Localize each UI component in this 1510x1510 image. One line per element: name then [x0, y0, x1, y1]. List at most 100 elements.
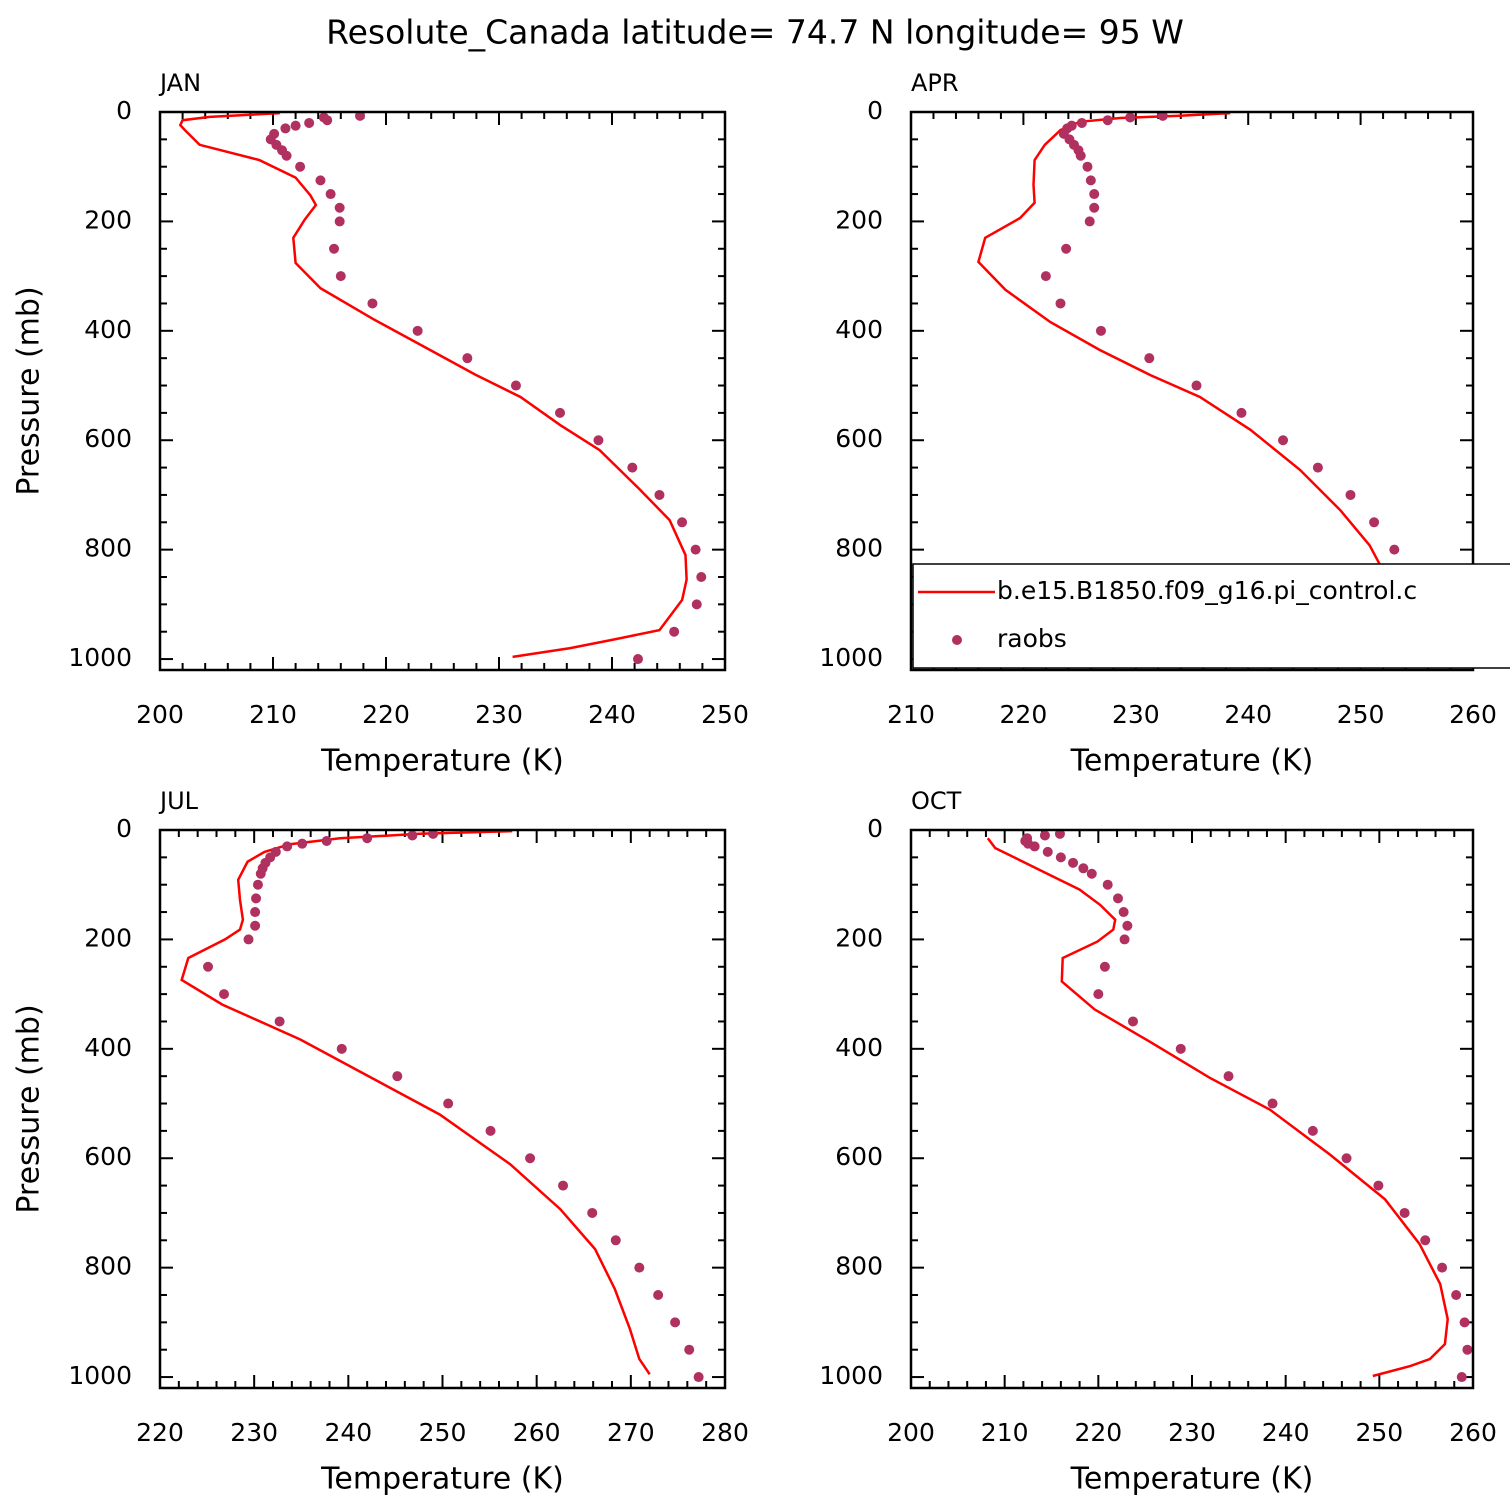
obs-dot — [632, 654, 643, 665]
obs-dot — [1061, 243, 1072, 254]
obs-dot — [304, 117, 315, 128]
obs-dot — [1157, 110, 1168, 121]
legend-label: b.e15.B1850.f09_g16.pi_control.c — [997, 576, 1417, 605]
obs-dot — [1127, 1016, 1138, 1027]
x-tick-label: 230 — [230, 1418, 278, 1447]
obs-dot — [1389, 544, 1400, 555]
x-axis-label: Temperature (K) — [1070, 1462, 1314, 1497]
obs-dot — [525, 1153, 536, 1164]
obs-dot — [290, 120, 301, 131]
x-tick-label: 240 — [324, 1418, 372, 1447]
y-tick-label: 0 — [867, 814, 883, 843]
obs-dot — [1462, 1344, 1473, 1355]
obs-dot — [329, 243, 340, 254]
x-tick-label: 230 — [475, 700, 523, 729]
x-tick-label: 210 — [981, 1418, 1029, 1447]
x-tick-label: 250 — [701, 700, 749, 729]
obs-dot — [325, 189, 336, 200]
obs-dot — [443, 1098, 454, 1109]
obs-dot — [412, 325, 423, 336]
x-tick-label: 230 — [1168, 1418, 1216, 1447]
x-tick-label: 230 — [1112, 700, 1160, 729]
x-tick-label: 210 — [249, 700, 297, 729]
y-axis-label: Pressure (mb) — [12, 1004, 47, 1213]
plot-frame — [909, 828, 1475, 1390]
obs-dot — [555, 407, 566, 418]
y-tick-label: 400 — [84, 315, 132, 344]
y-tick-label: 0 — [867, 96, 883, 125]
obs-dot — [282, 841, 293, 852]
y-tick-label: 200 — [835, 205, 883, 234]
x-axis-label: Temperature (K) — [320, 1462, 564, 1497]
panel-title: APR — [911, 69, 959, 97]
obs-dot — [219, 989, 230, 1000]
obs-dot — [510, 380, 521, 391]
x-tick-label: 220 — [1000, 700, 1048, 729]
obs-dot — [1399, 1207, 1410, 1218]
y-tick-label: 200 — [835, 923, 883, 952]
obs-dot — [322, 115, 333, 126]
obs-dot — [336, 1043, 347, 1054]
plot-frame — [158, 110, 727, 672]
obs-dot — [684, 1344, 695, 1355]
obs-dot — [1078, 863, 1089, 874]
y-tick-label: 800 — [84, 534, 132, 563]
obs-dot — [1341, 1153, 1352, 1164]
obs-dot — [1054, 828, 1065, 839]
obs-dot — [321, 835, 332, 846]
obs-dot — [1307, 1125, 1318, 1136]
obs-dot — [1085, 175, 1096, 186]
obs-dot — [485, 1125, 496, 1136]
x-tick-label: 270 — [607, 1418, 655, 1447]
obs-dot — [670, 1317, 681, 1328]
x-tick-label: 240 — [1224, 700, 1272, 729]
panel-title: OCT — [911, 787, 962, 815]
obs-dot — [1039, 830, 1050, 841]
obs-dot — [203, 961, 214, 972]
x-tick-label: 220 — [362, 700, 410, 729]
obs-dot — [593, 435, 604, 446]
obs-dot — [280, 123, 291, 134]
x-tick-label: 210 — [887, 700, 935, 729]
x-tick-label: 220 — [1074, 1418, 1122, 1447]
panel-title: JAN — [158, 69, 201, 97]
obs-dot — [392, 1071, 403, 1082]
plot-frame — [158, 828, 727, 1390]
y-tick-label: 600 — [835, 1142, 883, 1171]
x-axis-label: Temperature (K) — [320, 744, 564, 779]
obs-dot — [335, 271, 346, 282]
obs-dot — [1420, 1235, 1431, 1246]
plot-frame — [909, 110, 1475, 672]
obs-dot — [1102, 879, 1113, 890]
y-tick-label: 800 — [835, 534, 883, 563]
y-tick-label: 600 — [84, 1142, 132, 1171]
obs-dot — [1084, 216, 1095, 227]
obs-dot — [1093, 989, 1104, 1000]
obs-dot — [1191, 380, 1202, 391]
obs-dot — [690, 544, 701, 555]
y-tick-label: 400 — [84, 1033, 132, 1062]
model-line — [178, 112, 688, 659]
obs-dot — [1125, 112, 1136, 123]
obs-dot — [407, 830, 418, 841]
obs-dot — [1144, 353, 1155, 364]
obs-dot — [1456, 1372, 1467, 1383]
obs-dot — [1029, 841, 1040, 852]
y-tick-label: 600 — [835, 424, 883, 453]
obs-dot — [1042, 846, 1053, 857]
obs-dot — [250, 920, 261, 931]
obs-dot — [696, 572, 707, 582]
x-axis-label: Temperature (K) — [1070, 744, 1314, 779]
obs-dot — [1113, 893, 1124, 904]
y-tick-label: 1000 — [68, 643, 132, 672]
obs-dot — [691, 599, 702, 610]
y-tick-label: 800 — [84, 1252, 132, 1281]
obs-dot — [1089, 202, 1100, 213]
model-line — [180, 830, 651, 1376]
obs-dot — [367, 298, 378, 309]
obs-dot — [462, 353, 473, 364]
obs-dot — [653, 1290, 664, 1300]
y-tick-label: 200 — [84, 923, 132, 952]
x-tick-label: 250 — [419, 1418, 467, 1447]
